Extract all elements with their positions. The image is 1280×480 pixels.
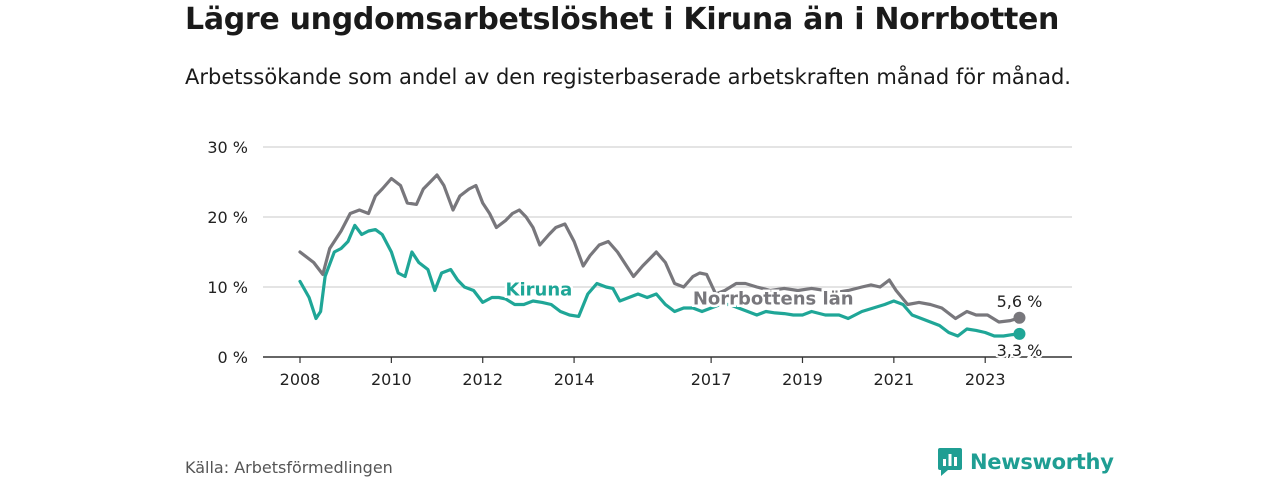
end-value-label: 3,3 % (997, 341, 1043, 360)
series-line-kiruna (298, 223, 1022, 338)
end-point-marker (1013, 327, 1026, 340)
x-tick-label: 2008 (280, 370, 321, 389)
series-lines (298, 173, 1022, 338)
x-tick-label: 2021 (873, 370, 914, 389)
y-tick-label: 10 % (207, 278, 248, 297)
brand-name: Newsworthy (970, 450, 1114, 474)
series-line-norrbottens-län (298, 173, 1022, 324)
x-tick-label: 2010 (371, 370, 412, 389)
series-labels: 5,6 % 3,3 % Norrbottens län Kiruna (503, 277, 1044, 362)
series-label: Kiruna (506, 279, 573, 300)
x-tick-label: 2012 (462, 370, 503, 389)
x-tick-label: 2019 (782, 370, 823, 389)
brand-logo: Newsworthy (938, 448, 1114, 476)
x-tick-label: 2014 (554, 370, 595, 389)
x-tick-label: 2023 (965, 370, 1006, 389)
end-point-marker (1013, 311, 1026, 324)
y-tick-label: 20 % (207, 208, 248, 227)
newsworthy-icon (938, 448, 962, 476)
gridlines (263, 146, 1072, 288)
end-value-label: 5,6 % (997, 292, 1043, 311)
chart-title: Lägre ungdomsarbetslöshet i Kiruna än i … (185, 2, 1060, 37)
source-note: Källa: Arbetsförmedlingen (185, 458, 393, 477)
series-label: Norrbottens län (693, 289, 854, 310)
y-tick-label: 30 % (207, 138, 248, 157)
chart-subtitle: Arbetssökande som andel av den registerb… (185, 65, 1071, 89)
x-tick-label: 2017 (691, 370, 732, 389)
y-axis-labels: 0 % 10 % 20 % 30 % (207, 138, 248, 367)
x-axis: 2008 2010 2012 2014 2017 2019 2021 2023 (263, 356, 1072, 389)
y-tick-label: 0 % (218, 348, 248, 367)
